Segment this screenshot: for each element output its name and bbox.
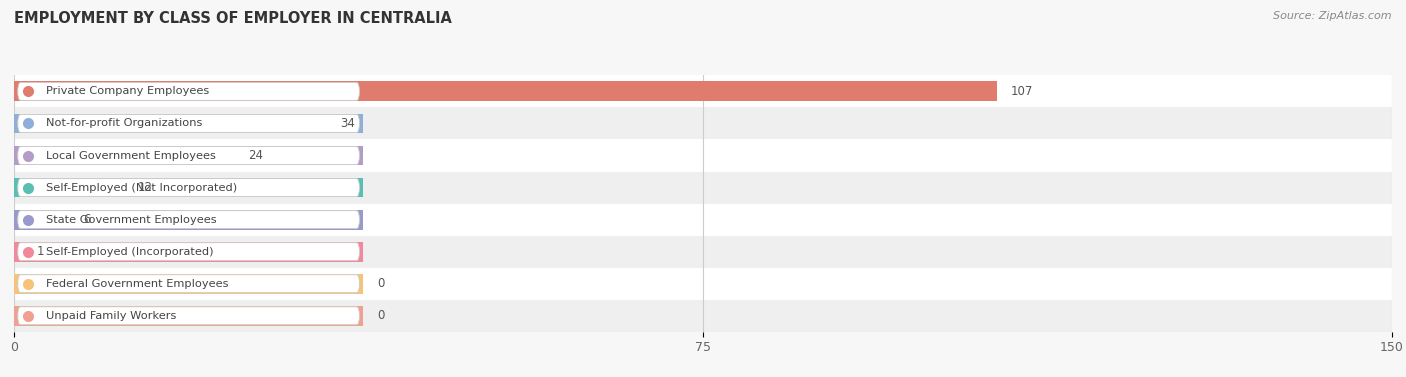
FancyBboxPatch shape (18, 179, 360, 196)
Text: Private Company Employees: Private Company Employees (46, 86, 209, 97)
FancyBboxPatch shape (18, 275, 360, 293)
FancyBboxPatch shape (14, 107, 1392, 139)
Bar (14, 178, 363, 198)
Text: Federal Government Employees: Federal Government Employees (46, 279, 229, 289)
Text: 1: 1 (37, 245, 45, 258)
Text: 0: 0 (377, 277, 384, 290)
Text: Source: ZipAtlas.com: Source: ZipAtlas.com (1274, 11, 1392, 21)
Text: 24: 24 (249, 149, 263, 162)
Text: 34: 34 (340, 117, 356, 130)
Text: 12: 12 (138, 181, 153, 194)
Text: Self-Employed (Incorporated): Self-Employed (Incorporated) (46, 247, 214, 257)
FancyBboxPatch shape (14, 172, 1392, 204)
Bar (14, 210, 363, 230)
FancyBboxPatch shape (18, 243, 360, 261)
Text: 107: 107 (1011, 85, 1033, 98)
FancyBboxPatch shape (14, 300, 1392, 332)
Bar (14, 113, 363, 133)
FancyBboxPatch shape (18, 83, 360, 100)
FancyBboxPatch shape (18, 307, 360, 325)
Text: Not-for-profit Organizations: Not-for-profit Organizations (46, 118, 202, 129)
Bar (14, 146, 363, 166)
Bar (14, 306, 363, 326)
Bar (14, 274, 363, 294)
FancyBboxPatch shape (18, 115, 360, 132)
Text: State Government Employees: State Government Employees (46, 215, 217, 225)
Bar (14, 242, 363, 262)
Text: Self-Employed (Not Incorporated): Self-Employed (Not Incorporated) (46, 182, 238, 193)
Text: 6: 6 (83, 213, 90, 226)
FancyBboxPatch shape (14, 204, 1392, 236)
Bar (14, 81, 997, 101)
FancyBboxPatch shape (14, 236, 1392, 268)
FancyBboxPatch shape (14, 139, 1392, 172)
Text: Unpaid Family Workers: Unpaid Family Workers (46, 311, 177, 321)
Text: Local Government Employees: Local Government Employees (46, 150, 217, 161)
FancyBboxPatch shape (18, 147, 360, 164)
Text: 0: 0 (377, 309, 384, 322)
FancyBboxPatch shape (18, 211, 360, 228)
FancyBboxPatch shape (14, 75, 1392, 107)
FancyBboxPatch shape (14, 268, 1392, 300)
Text: EMPLOYMENT BY CLASS OF EMPLOYER IN CENTRALIA: EMPLOYMENT BY CLASS OF EMPLOYER IN CENTR… (14, 11, 451, 26)
